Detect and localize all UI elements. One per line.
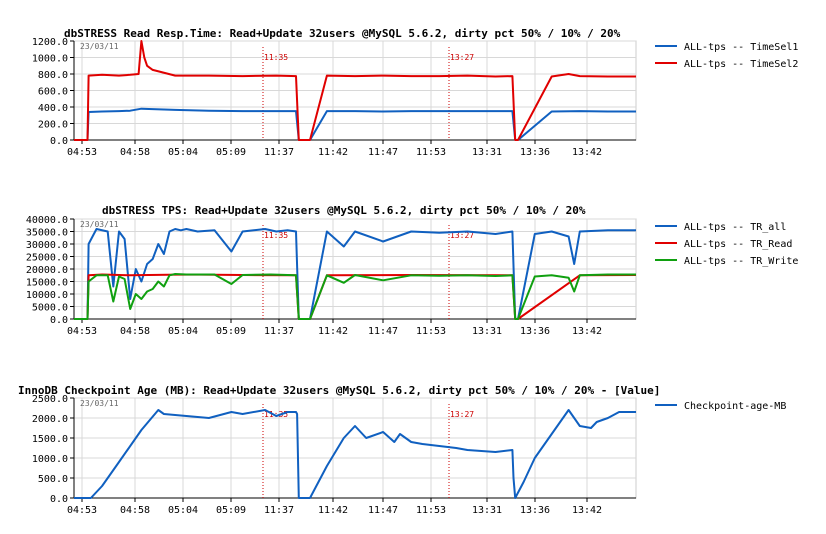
x-tick-label: 11:42	[318, 326, 348, 337]
y-tick-label: 400.0	[38, 103, 68, 114]
x-tick-label: 05:09	[216, 505, 246, 516]
y-tick-label: 20000.0	[26, 265, 68, 276]
x-tick-label: 13:36	[520, 326, 550, 337]
y-tick-label: 0.0	[50, 136, 68, 147]
date-label: 23/03/11	[80, 42, 119, 51]
legend-label: ALL-tps -- TR_Read	[684, 239, 792, 250]
time-marker-label: 13:27	[450, 231, 474, 240]
y-tick-label: 0.0	[50, 494, 68, 505]
x-tick-label: 11:53	[416, 505, 446, 516]
x-tick-label: 13:31	[472, 147, 502, 158]
x-tick-label: 11:42	[318, 505, 348, 516]
y-tick-label: 30000.0	[26, 240, 68, 251]
series-line	[74, 40, 636, 141]
x-tick-label: 05:09	[216, 326, 246, 337]
y-tick-label: 1000.0	[32, 454, 68, 465]
x-tick-label: 13:36	[520, 505, 550, 516]
y-tick-label: 2500.0	[32, 394, 68, 405]
y-tick-label: 35000.0	[26, 228, 68, 239]
y-tick-label: 200.0	[38, 120, 68, 131]
x-tick-label: 04:53	[67, 326, 97, 337]
x-tick-label: 11:37	[264, 147, 294, 158]
legend-label: Checkpoint-age-MB	[684, 401, 786, 412]
time-marker-label: 13:27	[450, 53, 474, 62]
y-tick-label: 10000.0	[26, 290, 68, 301]
x-tick-label: 13:31	[472, 505, 502, 516]
x-tick-label: 05:04	[168, 326, 198, 337]
legend-label: ALL-tps -- TR_all	[684, 222, 786, 233]
time-marker-label: 11:35	[264, 231, 288, 240]
legend-label: ALL-tps -- TR_Write	[684, 256, 798, 267]
x-tick-label: 13:42	[572, 326, 602, 337]
x-tick-label: 04:58	[120, 505, 150, 516]
x-tick-label: 11:42	[318, 147, 348, 158]
time-marker-label: 11:35	[264, 410, 288, 419]
y-tick-label: 1500.0	[32, 434, 68, 445]
y-tick-label: 40000.0	[26, 215, 68, 226]
time-marker-label: 11:35	[264, 53, 288, 62]
plot-area	[73, 397, 637, 499]
y-tick-label: 15000.0	[26, 278, 68, 289]
x-tick-label: 11:37	[264, 326, 294, 337]
chart-1: dbSTRESS Read Resp.Time: Read+Update 32u…	[32, 27, 799, 158]
y-tick-label: 2000.0	[32, 414, 68, 425]
y-tick-label: 500.0	[38, 474, 68, 485]
y-tick-label: 800.0	[38, 70, 68, 81]
chart-title: dbSTRESS TPS: Read+Update 32users @MySQL…	[102, 204, 586, 217]
x-tick-label: 04:53	[67, 147, 97, 158]
y-tick-label: 1200.0	[32, 37, 68, 48]
chart-2: dbSTRESS TPS: Read+Update 32users @MySQL…	[26, 204, 799, 337]
legend-label: ALL-tps -- TimeSel1	[684, 42, 798, 53]
x-tick-label: 04:58	[120, 326, 150, 337]
date-label: 23/03/11	[80, 399, 119, 408]
x-tick-label: 11:53	[416, 326, 446, 337]
x-tick-label: 11:47	[368, 147, 398, 158]
chart-title: InnoDB Checkpoint Age (MB): Read+Update …	[18, 384, 660, 397]
legend-label: ALL-tps -- TimeSel2	[684, 59, 798, 70]
x-tick-label: 13:36	[520, 147, 550, 158]
x-tick-label: 04:58	[120, 147, 150, 158]
series-line	[74, 273, 636, 320]
date-label: 23/03/11	[80, 220, 119, 229]
x-tick-label: 11:37	[264, 505, 294, 516]
x-tick-label: 13:31	[472, 326, 502, 337]
y-tick-label: 1000.0	[32, 54, 68, 65]
x-tick-label: 04:53	[67, 505, 97, 516]
chart-title: dbSTRESS Read Resp.Time: Read+Update 32u…	[64, 27, 621, 40]
x-tick-label: 05:09	[216, 147, 246, 158]
x-tick-label: 05:04	[168, 505, 198, 516]
y-tick-label: 5000.0	[32, 303, 68, 314]
y-tick-label: 0.0	[50, 315, 68, 326]
x-tick-label: 11:47	[368, 505, 398, 516]
x-tick-label: 05:04	[168, 147, 198, 158]
time-marker-label: 13:27	[450, 410, 474, 419]
x-tick-label: 13:42	[572, 505, 602, 516]
series-line	[74, 409, 636, 499]
x-tick-label: 11:47	[368, 326, 398, 337]
x-tick-label: 11:53	[416, 147, 446, 158]
chart-3: InnoDB Checkpoint Age (MB): Read+Update …	[18, 384, 786, 516]
x-tick-label: 13:42	[572, 147, 602, 158]
y-tick-label: 25000.0	[26, 253, 68, 264]
y-tick-label: 600.0	[38, 87, 68, 98]
